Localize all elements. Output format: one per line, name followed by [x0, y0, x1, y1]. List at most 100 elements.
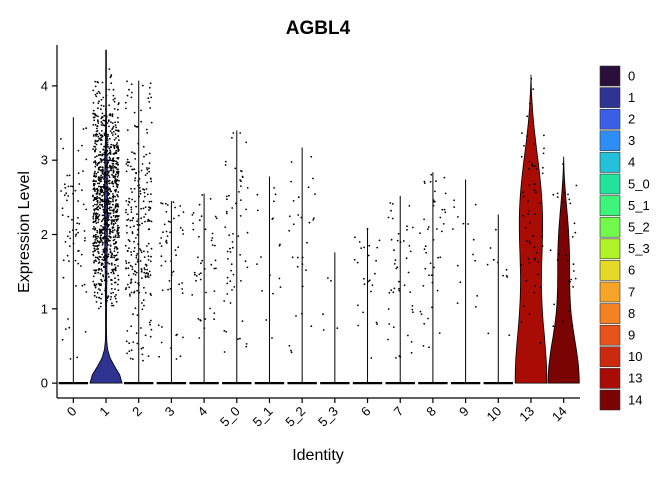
point — [366, 227, 369, 230]
point — [444, 192, 447, 195]
point — [112, 167, 114, 169]
point — [94, 203, 96, 206]
point — [115, 160, 118, 163]
point — [67, 195, 70, 197]
point — [78, 222, 81, 225]
point — [431, 281, 434, 284]
point — [230, 263, 233, 266]
y-tick-label: 2 — [41, 227, 48, 242]
point — [117, 289, 120, 291]
point — [128, 350, 131, 352]
point — [114, 259, 117, 261]
point — [436, 289, 439, 292]
point — [149, 274, 152, 277]
point — [169, 288, 172, 290]
point — [92, 280, 95, 283]
point — [199, 319, 202, 322]
point — [353, 258, 356, 261]
points-13 — [520, 78, 545, 344]
point — [104, 206, 107, 208]
point — [538, 202, 541, 205]
point — [112, 229, 114, 232]
point — [92, 188, 95, 191]
point — [134, 158, 137, 160]
point — [75, 228, 78, 231]
point — [128, 200, 130, 203]
point — [103, 279, 106, 282]
point — [67, 235, 69, 238]
point — [102, 119, 105, 122]
point — [98, 267, 100, 270]
point — [116, 157, 119, 159]
point — [229, 302, 232, 304]
point — [232, 132, 235, 134]
point — [549, 249, 552, 252]
x-tick-label: 5_1 — [250, 404, 276, 430]
point — [210, 239, 213, 242]
point — [430, 274, 433, 277]
point — [160, 245, 163, 248]
point — [112, 272, 115, 274]
point — [110, 292, 112, 295]
point — [111, 252, 113, 255]
point — [140, 270, 143, 273]
point — [100, 234, 103, 237]
point — [101, 176, 104, 179]
point — [93, 212, 95, 215]
point — [125, 262, 128, 264]
point — [99, 197, 101, 200]
point — [425, 251, 427, 254]
point — [136, 314, 139, 316]
point — [102, 259, 105, 262]
point — [117, 121, 119, 123]
point — [420, 313, 423, 315]
point — [214, 244, 216, 247]
point — [112, 291, 114, 294]
point — [166, 204, 169, 206]
legend-label: 14 — [628, 392, 642, 407]
legend-label: 9 — [628, 328, 635, 343]
point — [290, 351, 293, 354]
point — [231, 246, 234, 249]
point — [147, 274, 150, 276]
x-tick-label: 5_0 — [217, 404, 243, 430]
point — [111, 128, 113, 131]
point — [204, 318, 207, 320]
point — [161, 289, 164, 292]
point — [116, 208, 119, 211]
point — [150, 319, 152, 322]
point — [235, 202, 237, 205]
point — [94, 190, 96, 193]
point — [97, 107, 99, 110]
point — [175, 358, 178, 360]
point — [392, 291, 395, 294]
point — [393, 263, 396, 265]
point — [141, 163, 144, 165]
point — [94, 239, 97, 241]
point — [109, 114, 112, 117]
point — [108, 218, 110, 221]
point — [139, 190, 142, 193]
point — [132, 313, 134, 316]
point — [444, 211, 447, 214]
point — [433, 266, 435, 269]
point — [114, 266, 117, 269]
point — [567, 193, 569, 196]
point — [140, 109, 142, 112]
point — [68, 174, 71, 177]
point — [116, 232, 119, 234]
point — [113, 256, 116, 259]
point — [160, 202, 162, 204]
point — [108, 170, 110, 173]
point — [145, 272, 147, 275]
point — [97, 168, 100, 171]
point — [104, 154, 107, 156]
point — [110, 75, 112, 77]
point — [136, 220, 139, 223]
point — [571, 324, 574, 327]
point — [100, 138, 103, 141]
point — [224, 226, 227, 229]
point — [127, 274, 130, 277]
point — [179, 226, 182, 229]
legend-item-5_0: 5_0 — [599, 173, 650, 195]
